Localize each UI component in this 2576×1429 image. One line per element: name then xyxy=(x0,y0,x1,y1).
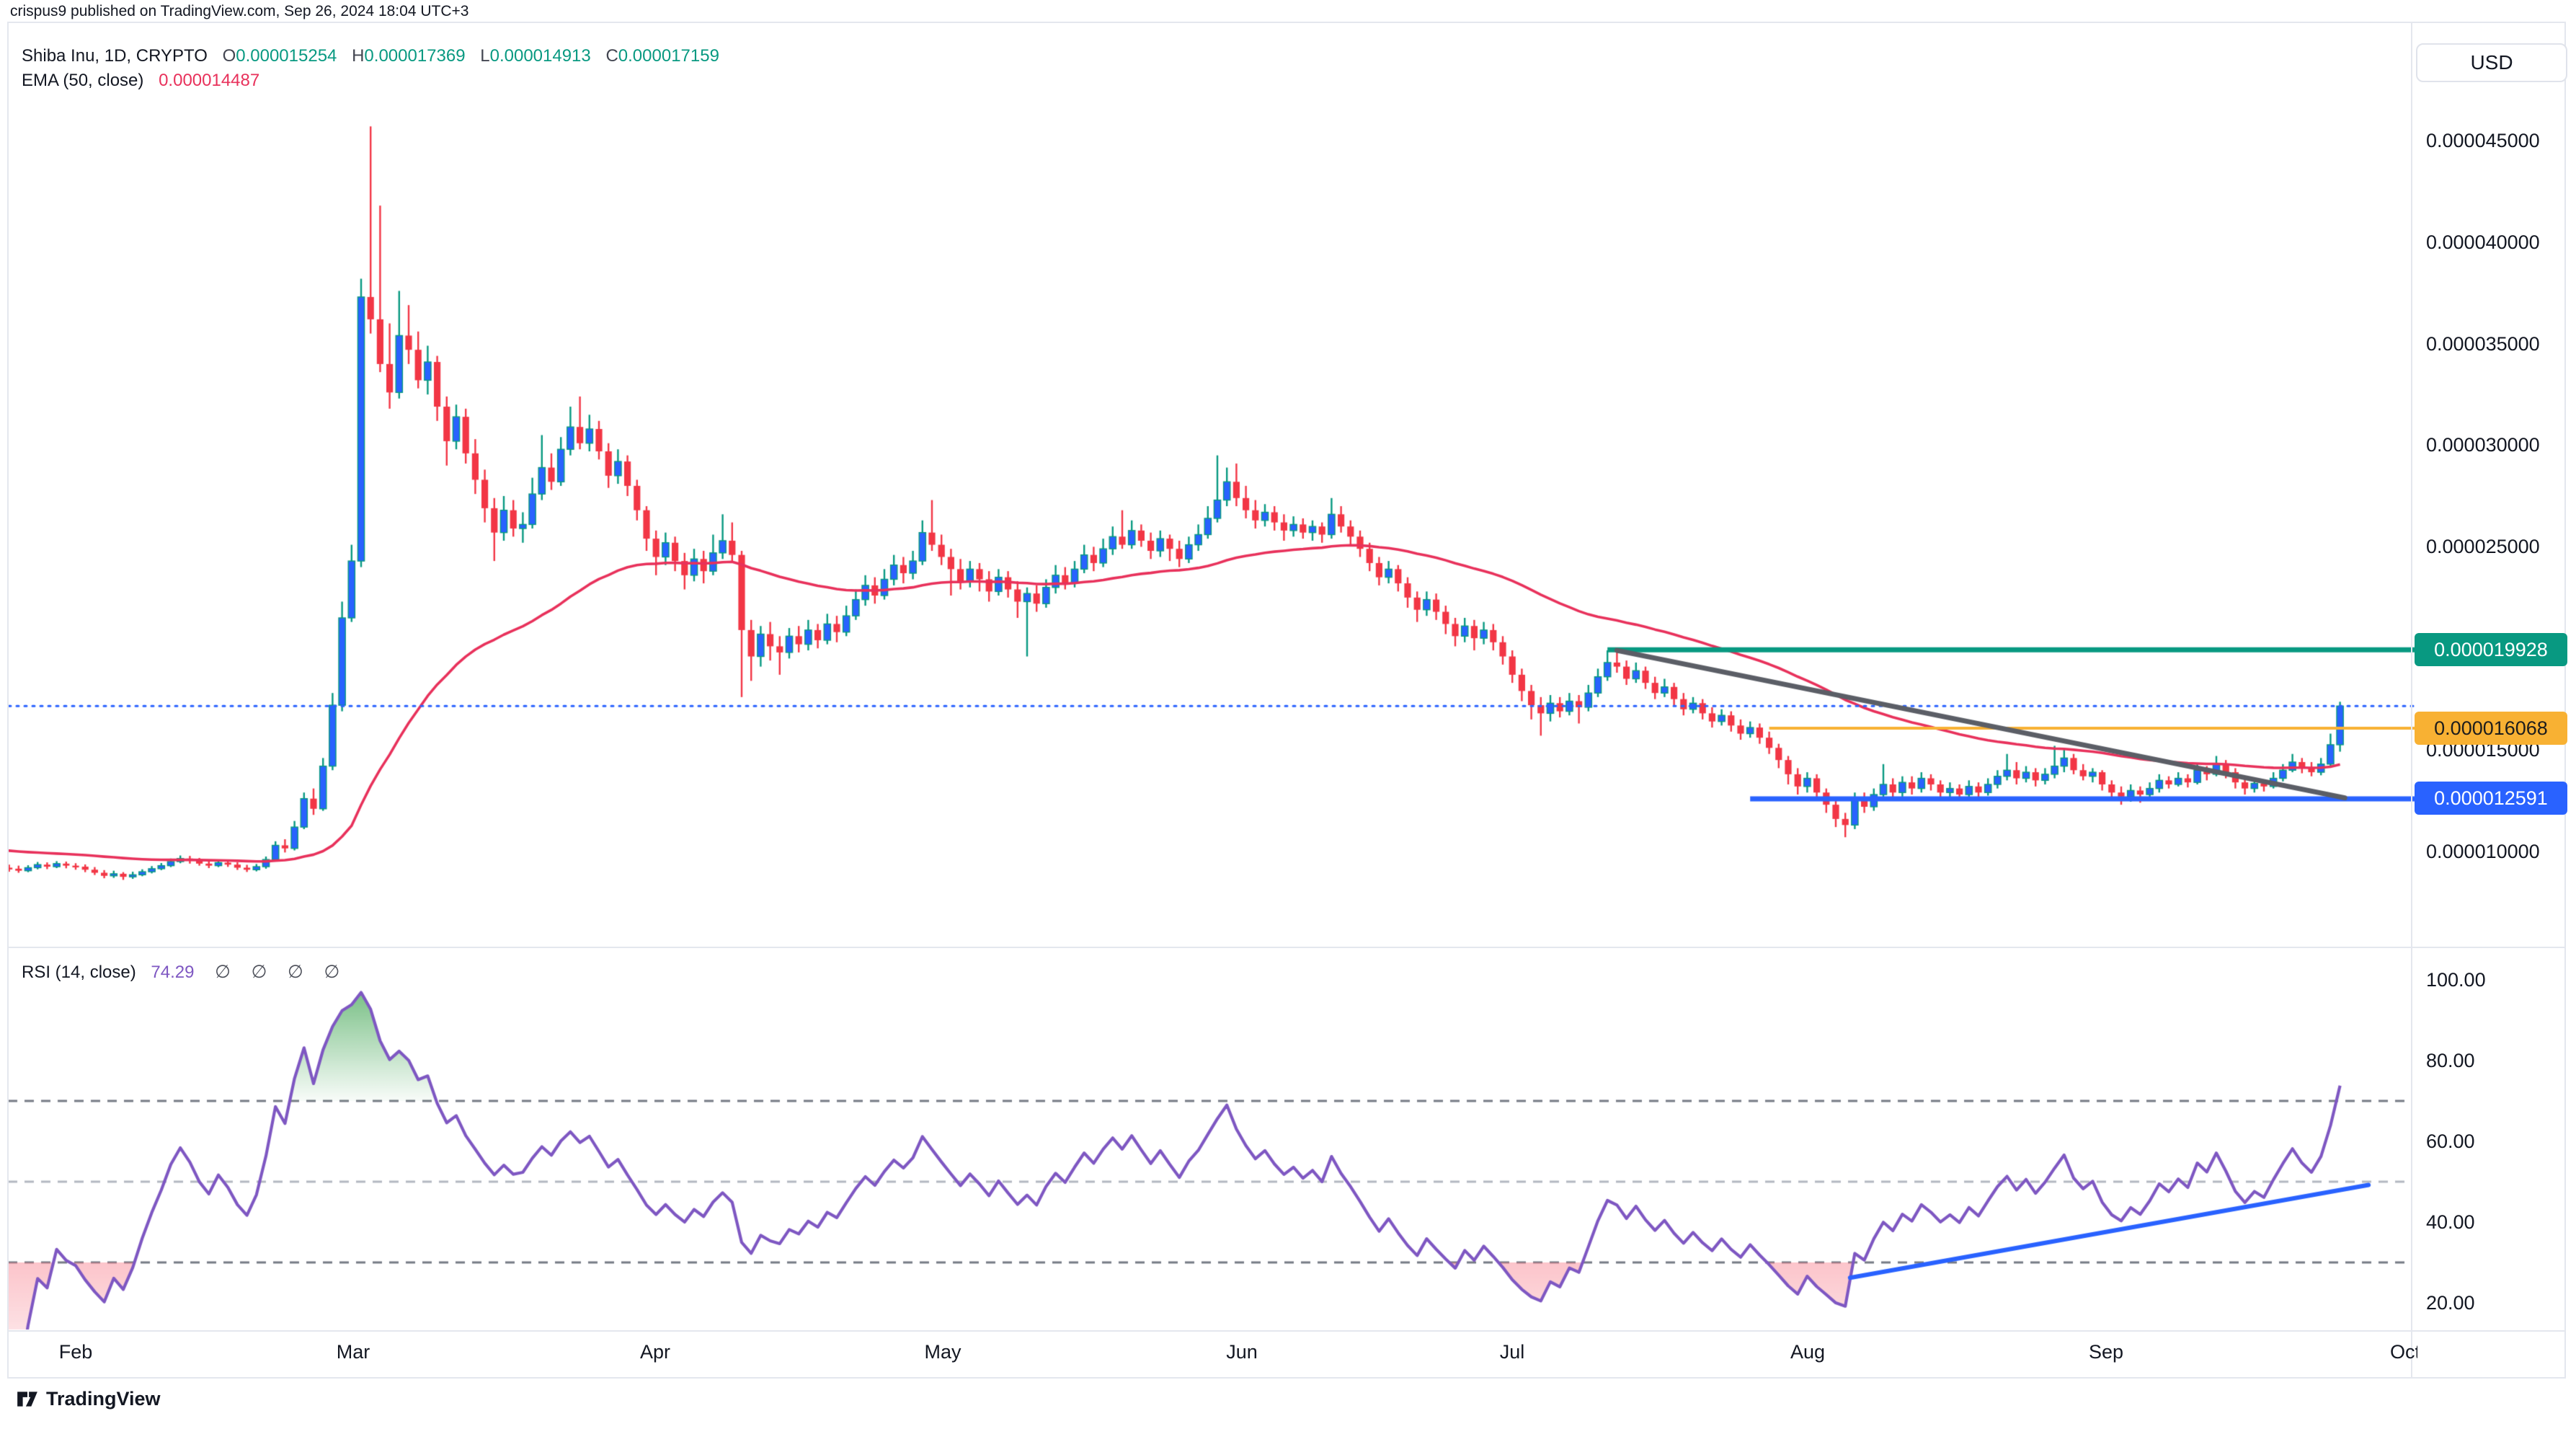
rsi-hidden-value-icon[interactable]: ∅ xyxy=(288,962,303,982)
close-label: C xyxy=(605,46,618,66)
low-value: 0.000014913 xyxy=(489,46,591,66)
price-tick-label: 0.000010000 xyxy=(2426,841,2540,862)
open-label: O xyxy=(222,46,236,66)
close-value: 0.000017159 xyxy=(618,46,719,66)
chart-left-border xyxy=(7,22,9,1377)
rsi-legend: RSI (14, close) 74.29 ∅ ∅ ∅ ∅ xyxy=(22,961,339,983)
tradingview-attribution[interactable]: TradingView xyxy=(16,1387,161,1410)
rsi-tick-label: 100.00 xyxy=(2426,969,2486,991)
chart-bottom-border xyxy=(7,1377,2566,1379)
currency-button[interactable]: USD xyxy=(2416,43,2567,82)
ema-legend: EMA (50, close) 0.000014487 xyxy=(22,71,259,91)
month-label: Aug xyxy=(1790,1341,1826,1363)
mid-price-label: 0.000016068 xyxy=(2415,712,2567,745)
month-label: Oct xyxy=(2390,1341,2417,1363)
ema-value: 0.000014487 xyxy=(159,71,260,90)
price-tick-label: 0.000040000 xyxy=(2426,231,2540,253)
month-label: Apr xyxy=(639,1341,671,1363)
price-axis-divider xyxy=(2411,22,2412,1377)
month-label: Sep xyxy=(2088,1341,2124,1363)
tradingview-attribution-text: TradingView xyxy=(46,1387,161,1410)
rsi-hidden-value-icon[interactable]: ∅ xyxy=(324,962,340,982)
month-label: Jun xyxy=(1226,1341,1258,1363)
rsi-title: RSI (14, close) xyxy=(22,963,136,982)
symbol-title: Shiba Inu, 1D, CRYPTO xyxy=(22,46,208,66)
open-value: 0.000015254 xyxy=(236,46,337,66)
month-label: May xyxy=(924,1341,961,1363)
published-header: crispus9 published on TradingView.com, S… xyxy=(10,3,469,19)
price-tick-label: 0.000030000 xyxy=(2426,434,2540,456)
high-label: H xyxy=(352,46,365,66)
rsi-tick-label: 60.00 xyxy=(2426,1131,2475,1152)
resistance-price-label: 0.000019928 xyxy=(2415,633,2567,666)
price-tick-label: 0.000025000 xyxy=(2426,536,2540,557)
tradingview-logo-icon xyxy=(17,1392,37,1407)
month-label: Mar xyxy=(336,1341,370,1363)
chart-right-border xyxy=(2564,22,2566,1377)
high-value: 0.000017369 xyxy=(364,46,466,66)
rsi-hidden-value-icon[interactable]: ∅ xyxy=(215,962,231,982)
support-price-label: 0.000012591 xyxy=(2415,782,2567,815)
low-label: L xyxy=(480,46,490,66)
rsi-tick-label: 40.00 xyxy=(2426,1211,2475,1233)
symbol-legend: Shiba Inu, 1D, CRYPTO O0.000015254 H0.00… xyxy=(22,46,719,66)
ema-title: EMA (50, close) xyxy=(22,71,144,90)
month-label: Feb xyxy=(58,1341,93,1363)
rsi-tick-label: 80.00 xyxy=(2426,1050,2475,1071)
price-tick-label: 0.000035000 xyxy=(2426,333,2540,355)
pane-separator xyxy=(7,947,2566,948)
time-axis-border xyxy=(7,1330,2566,1332)
rsi-hidden-value-icon[interactable]: ∅ xyxy=(251,962,267,982)
price-tick-label: 0.000045000 xyxy=(2426,130,2540,151)
rsi-value: 74.29 xyxy=(151,963,195,982)
month-label: Jul xyxy=(1499,1341,1525,1363)
chart-top-border xyxy=(7,22,2566,23)
rsi-tick-label: 20.00 xyxy=(2426,1292,2475,1314)
